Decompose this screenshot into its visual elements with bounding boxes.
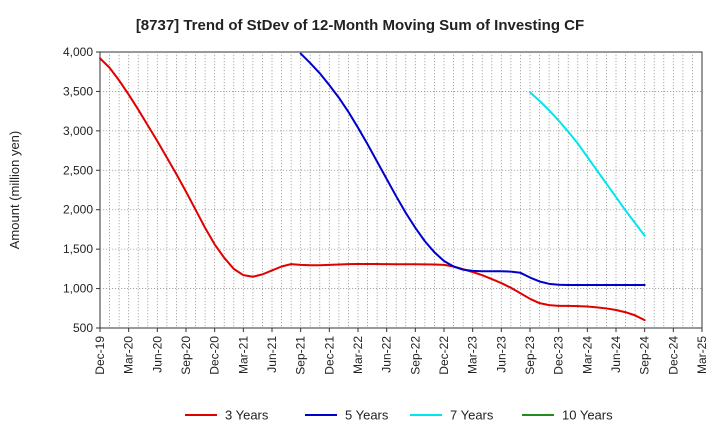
legend-label: 5 Years xyxy=(345,408,389,423)
x-tick-label: Mar-23 xyxy=(466,336,480,374)
y-tick-label: 2,000 xyxy=(63,203,93,217)
series-line-7-years xyxy=(529,91,646,237)
y-tick-label: 500 xyxy=(73,321,93,335)
x-tick-label: Jun-24 xyxy=(609,336,623,373)
x-tick-label: Jun-21 xyxy=(265,336,279,373)
plot-area xyxy=(99,51,703,329)
series-line-3-years xyxy=(99,57,646,322)
x-tick-label: Mar-24 xyxy=(580,336,594,374)
x-tick-label: Mar-21 xyxy=(236,336,250,374)
x-tick-label: Dec-21 xyxy=(322,336,336,375)
legend-label: 3 Years xyxy=(225,408,269,423)
x-tick-label: Sep-24 xyxy=(638,336,652,375)
x-tick-label: Sep-20 xyxy=(179,336,193,375)
x-tick-label: Jun-22 xyxy=(380,336,394,373)
x-tick-label: Sep-22 xyxy=(408,336,422,375)
x-tick-label: Jun-23 xyxy=(494,336,508,373)
legend-item-5-years: 5 Years xyxy=(305,408,389,423)
legend-item-7-years: 7 Years xyxy=(410,408,494,423)
series-line-5-years xyxy=(299,52,646,287)
x-tick-label: Dec-19 xyxy=(93,336,107,375)
x-tick-label: Mar-22 xyxy=(351,336,365,374)
x-tick-label: Dec-22 xyxy=(437,336,451,375)
legend-label: 10 Years xyxy=(562,408,613,423)
legend: 3 Years 5 Years 7 Years 10 Years xyxy=(185,408,613,423)
x-tick-label: Dec-24 xyxy=(666,336,680,375)
x-tick-label: Dec-20 xyxy=(208,336,222,375)
x-tick-label: Jun-20 xyxy=(150,336,164,373)
chart-title: [8737] Trend of StDev of 12-Month Moving… xyxy=(136,17,584,34)
grid xyxy=(100,52,702,328)
legend-item-10-years: 10 Years xyxy=(522,408,613,423)
legend-item-3-years: 3 Years xyxy=(185,408,269,423)
x-tick-label: Sep-23 xyxy=(523,336,537,375)
x-tick-label: Mar-20 xyxy=(122,336,136,374)
plot-frame xyxy=(99,51,703,329)
y-tick-label: 2,500 xyxy=(63,163,93,177)
x-tick-label: Mar-25 xyxy=(695,336,709,374)
y-tick-label: 1,000 xyxy=(63,282,93,296)
legend-label: 7 Years xyxy=(450,408,494,423)
x-tick-label: Dec-23 xyxy=(552,336,566,375)
series-layer xyxy=(99,52,646,322)
x-tick-label: Sep-21 xyxy=(294,336,308,375)
y-tick-label: 4,000 xyxy=(63,45,93,59)
y-tick-label: 3,500 xyxy=(63,84,93,98)
y-axis-ticks: 500 1,000 1,500 2,000 2,500 3,000 3,500 4,000 xyxy=(63,45,100,335)
x-axis-ticks: Dec-19 Mar-20 Jun-20 Sep-20 Dec-20 Mar-21 Jun-… xyxy=(93,328,709,375)
y-tick-label: 1,500 xyxy=(63,242,93,256)
y-tick-label: 3,000 xyxy=(63,124,93,138)
y-axis-label: Amount (million yen) xyxy=(7,131,22,250)
